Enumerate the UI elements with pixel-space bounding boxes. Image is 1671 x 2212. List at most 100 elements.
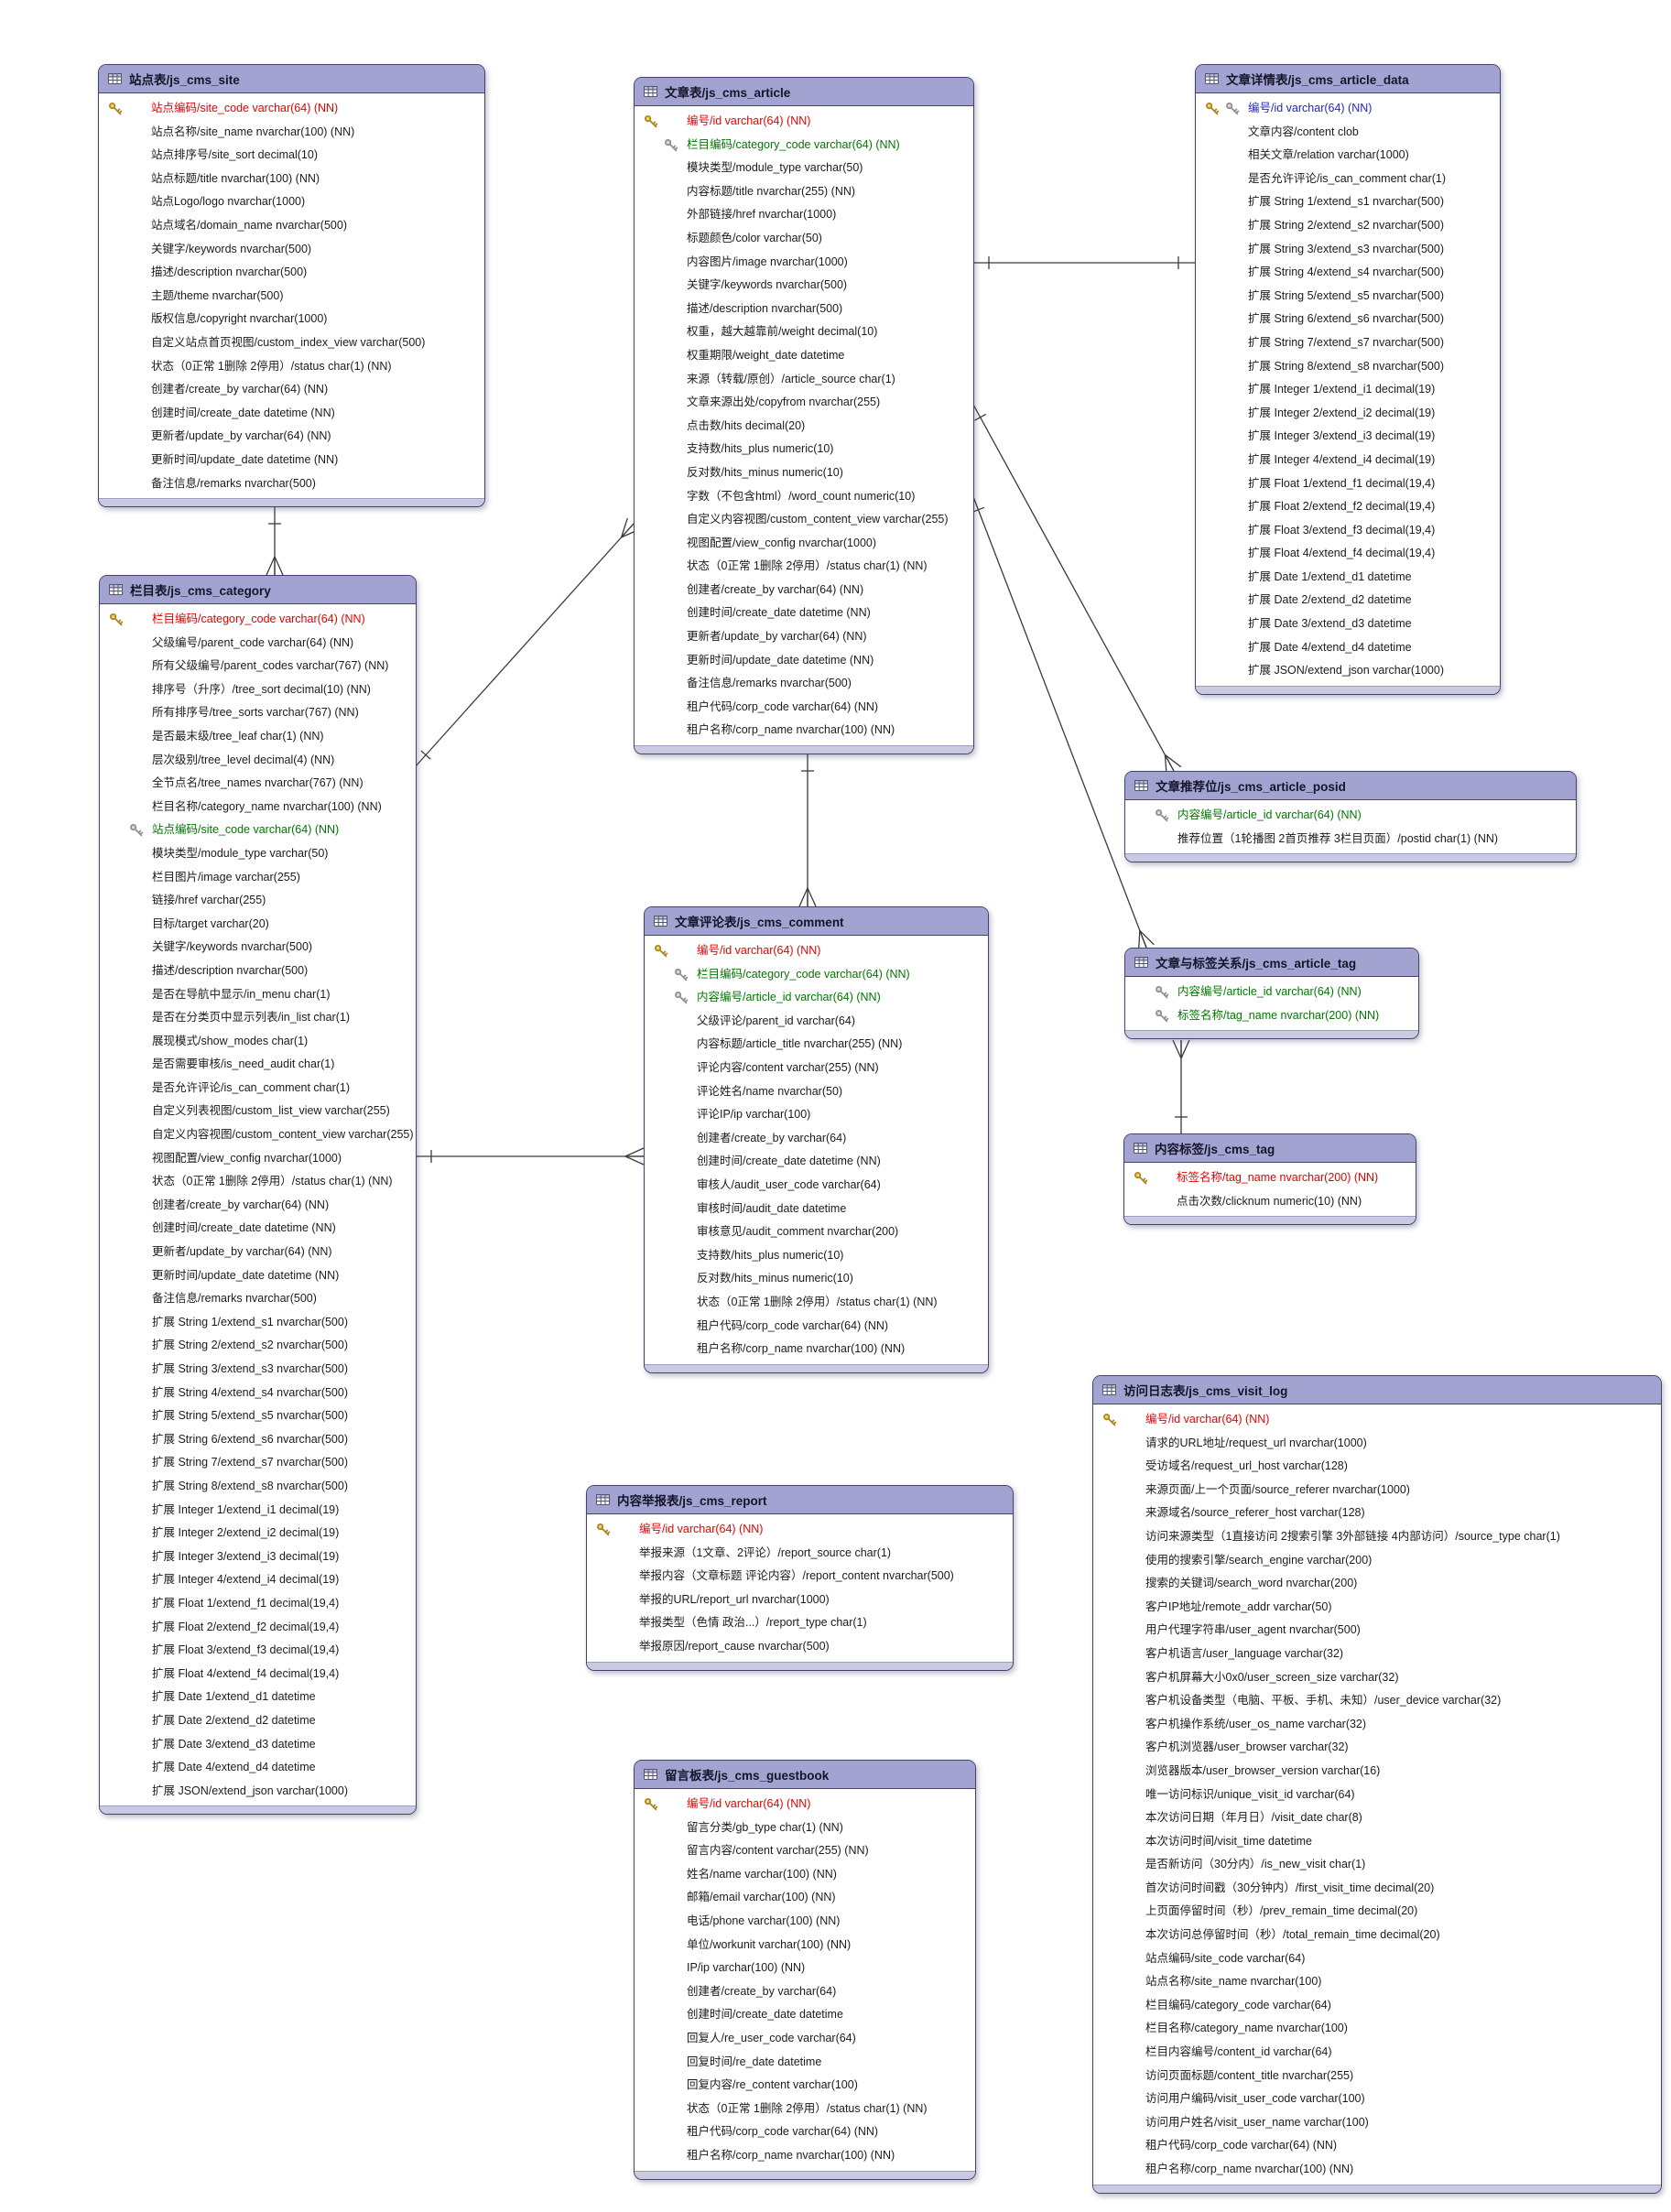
field-row-js_cms_visit_log-28: 访问页面标题/content_title nvarchar(255) — [1093, 2065, 1661, 2088]
field-label: 扩展 Float 1/extend_f1 decimal(19,4) — [1248, 476, 1436, 490]
field-label: 举报来源（1文章、2评论）/report_source char(1) — [639, 1545, 892, 1559]
entity-js_cms_report[interactable]: 内容举报表/js_cms_report 编号/id varchar(64) (NN… — [586, 1485, 1014, 1671]
field-label: 内容标题/article_title nvarchar(255) (NN) — [697, 1037, 903, 1051]
field-row-js_cms_article-2: 模块类型/module_type varchar(50) — [635, 157, 973, 180]
entity-footer — [99, 498, 484, 507]
entity-field-list: 编号/id varchar(64) (NN) 留言分类/gb_type char(… — [635, 1789, 975, 2171]
entity-title: 文章推荐位/js_cms_article_posid — [1156, 780, 1346, 794]
field-label: 创建者/create_by varchar(64) (NN) — [152, 1198, 330, 1211]
field-row-js_cms_article-19: 状态（0正常 1删除 2停用）/status char(1) (NN) — [635, 555, 973, 579]
field-row-js_cms_visit_log-8: 客户IP地址/remote_addr varchar(50) — [1093, 1596, 1661, 1620]
field-label: 扩展 Integer 1/extend_i1 decimal(19) — [152, 1502, 340, 1516]
field-label: 扩展 String 2/extend_s2 nvarchar(500) — [1248, 218, 1444, 232]
field-label: 本次访问日期（年月日）/visit_date char(8) — [1145, 1811, 1362, 1825]
field-row-js_cms_article-16: 字数（不包含html）/word_count numeric(10) — [635, 485, 973, 509]
entity-js_cms_article_data[interactable]: 文章详情表/js_cms_article_data 编号/id varchar(6… — [1195, 64, 1501, 695]
field-row-js_cms_comment-8: 创建者/create_by varchar(64) — [645, 1127, 988, 1151]
entity-header-js_cms_comment[interactable]: 文章评论表/js_cms_comment — [645, 907, 988, 936]
field-label: 租户代码/corp_code varchar(64) (NN) — [1145, 2139, 1338, 2152]
entity-header-js_cms_report[interactable]: 内容举报表/js_cms_report — [587, 1486, 1013, 1514]
field-label: 扩展 JSON/extend_json varchar(1000) — [1248, 664, 1444, 678]
field-label: 租户代码/corp_code varchar(64) (NN) — [687, 699, 879, 713]
field-row-js_cms_site-0: 站点编码/site_code varchar(64) (NN) — [99, 97, 484, 121]
field-row-js_cms_site-10: 自定义站点首页视图/custom_index_view varchar(500) — [99, 331, 484, 355]
entity-title: 文章表/js_cms_article — [665, 86, 791, 100]
field-label: 父级编号/parent_code varchar(64) (NN) — [152, 635, 354, 649]
field-row-js_cms_category-50: 扩展 JSON/extend_json varchar(1000) — [100, 1780, 416, 1804]
field-row-js_cms_visit_log-31: 租户代码/corp_code varchar(64) (NN) — [1093, 2134, 1661, 2158]
entity-header-js_cms_visit_log[interactable]: 访问日志表/js_cms_visit_log — [1093, 1376, 1661, 1404]
field-label: 关键字/keywords nvarchar(500) — [152, 940, 313, 954]
entity-field-list: 内容编号/article_id varchar(64) (NN) 推荐位置（1轮播… — [1125, 800, 1576, 853]
entity-header-js_cms_category[interactable]: 栏目表/js_cms_category — [100, 576, 416, 604]
entity-header-js_cms_article_posid[interactable]: 文章推荐位/js_cms_article_posid — [1125, 772, 1576, 800]
field-label: 更新者/update_by varchar(64) (NN) — [152, 1245, 332, 1259]
entity-title: 站点表/js_cms_site — [129, 73, 240, 87]
table-icon — [1134, 780, 1148, 791]
field-label: 租户名称/corp_name nvarchar(100) (NN) — [1145, 2163, 1354, 2175]
field-label: 客户机语言/user_language varchar(32) — [1145, 1646, 1344, 1660]
field-label: 客户IP地址/remote_addr varchar(50) — [1145, 1599, 1332, 1613]
field-label: 租户代码/corp_code varchar(64) (NN) — [697, 1318, 889, 1332]
field-row-js_cms_visit_log-16: 唯一访问标识/unique_visit_id varchar(64) — [1093, 1784, 1661, 1807]
field-label: 模块类型/module_type varchar(50) — [152, 846, 329, 860]
field-row-js_cms_guestbook-9: 创建时间/create_date datetime — [635, 2003, 975, 2027]
field-label: 扩展 String 1/extend_s1 nvarchar(500) — [1248, 195, 1444, 209]
field-label: 所有父级编号/parent_codes varchar(767) (NN) — [152, 659, 389, 673]
entity-js_cms_category[interactable]: 栏目表/js_cms_category 栏目编码/category_code va… — [99, 575, 417, 1816]
field-row-js_cms_category-13: 目标/target varchar(20) — [100, 913, 416, 937]
field-row-js_cms_visit_log-4: 来源域名/source_referer_host varchar(128) — [1093, 1502, 1661, 1525]
entity-js_cms_article_posid[interactable]: 文章推荐位/js_cms_article_posid 内容编号/article_i… — [1124, 771, 1577, 863]
entity-header-js_cms_site[interactable]: 站点表/js_cms_site — [99, 65, 484, 93]
field-row-js_cms_comment-17: 租户名称/corp_name nvarchar(100) (NN) — [645, 1338, 988, 1361]
field-label: 扩展 Date 3/extend_d3 datetime — [1248, 617, 1412, 631]
field-row-js_cms_article-11: 来源（转载/原创）/article_source char(1) — [635, 368, 973, 392]
field-row-js_cms_report-0: 编号/id varchar(64) (NN) — [587, 1518, 1013, 1542]
field-row-js_cms_visit_log-6: 使用的搜索引擎/search_engine varchar(200) — [1093, 1549, 1661, 1573]
entity-header-js_cms_article[interactable]: 文章表/js_cms_article — [635, 78, 973, 106]
field-label: 扩展 Integer 2/extend_i2 decimal(19) — [152, 1526, 340, 1540]
field-row-js_cms_visit_log-17: 本次访问日期（年月日）/visit_date char(8) — [1093, 1806, 1661, 1830]
field-label: 目标/target varchar(20) — [152, 916, 269, 930]
field-row-js_cms_category-10: 模块类型/module_type varchar(50) — [100, 842, 416, 866]
field-row-js_cms_visit_log-26: 栏目名称/category_name nvarchar(100) — [1093, 2017, 1661, 2041]
field-row-js_cms_article-6: 内容图片/image nvarchar(1000) — [635, 251, 973, 275]
field-label: 单位/workunit varchar(100) (NN) — [687, 1937, 852, 1951]
field-row-js_cms_visit_log-10: 客户机语言/user_language varchar(32) — [1093, 1643, 1661, 1666]
field-label: 扩展 Date 4/extend_d4 datetime — [1248, 640, 1412, 654]
field-row-js_cms_visit_log-27: 栏目内容编号/content_id varchar(64) — [1093, 2041, 1661, 2065]
field-label: 站点名称/site_name nvarchar(100) (NN) — [151, 125, 355, 138]
entity-js_cms_article[interactable]: 文章表/js_cms_article 编号/id varchar(64) (NN)… — [634, 77, 974, 755]
entity-header-js_cms_guestbook[interactable]: 留言板表/js_cms_guestbook — [635, 1761, 975, 1789]
entity-header-js_cms_tag[interactable]: 内容标签/js_cms_tag — [1124, 1134, 1416, 1163]
entity-js_cms_comment[interactable]: 文章评论表/js_cms_comment 编号/id varchar(64) (N… — [644, 906, 989, 1373]
primary-key-icon — [108, 102, 123, 116]
entity-js_cms_site[interactable]: 站点表/js_cms_site 站点编码/site_code varchar(64… — [98, 64, 485, 508]
field-row-js_cms_article-3: 内容标题/title nvarchar(255) (NN) — [635, 180, 973, 204]
entity-js_cms_article_tag[interactable]: 文章与标签关系/js_cms_article_tag 内容编号/article_i… — [1124, 948, 1419, 1040]
table-icon — [1134, 957, 1148, 968]
entity-js_cms_guestbook[interactable]: 留言板表/js_cms_guestbook 编号/id varchar(64) (… — [634, 1760, 976, 2180]
field-label: 内容标题/title nvarchar(255) (NN) — [687, 184, 856, 198]
field-row-js_cms_guestbook-15: 租户名称/corp_name nvarchar(100) (NN) — [635, 2144, 975, 2168]
entity-field-list: 站点编码/site_code varchar(64) (NN) 站点名称/site… — [99, 93, 484, 498]
field-label: 来源（转载/原创）/article_source char(1) — [687, 372, 895, 385]
entity-js_cms_tag[interactable]: 内容标签/js_cms_tag 标签名称/tag_name nvarchar(20… — [1123, 1133, 1416, 1226]
field-row-js_cms_visit_log-30: 访问用户姓名/visit_user_name varchar(100) — [1093, 2111, 1661, 2135]
field-label: 创建时间/create_date datetime (NN) — [151, 406, 335, 419]
field-label: 扩展 String 7/extend_s7 nvarchar(500) — [1248, 335, 1444, 349]
field-label: 反对数/hits_minus numeric(10) — [697, 1272, 853, 1285]
field-row-js_cms_category-4: 所有排序号/tree_sorts varchar(767) (NN) — [100, 701, 416, 725]
primary-key-icon — [109, 613, 124, 627]
field-label: 扩展 Float 1/extend_f1 decimal(19,4) — [152, 1596, 340, 1610]
field-label: 留言内容/content varchar(255) (NN) — [687, 1844, 869, 1858]
entity-header-js_cms_article_tag[interactable]: 文章与标签关系/js_cms_article_tag — [1125, 949, 1418, 977]
field-row-js_cms_report-2: 举报内容（文章标题 评论内容）/report_content nvarchar(… — [587, 1565, 1013, 1589]
field-label: IP/ip varchar(100) (NN) — [687, 1961, 806, 1975]
entity-header-js_cms_article_data[interactable]: 文章详情表/js_cms_article_data — [1196, 65, 1500, 93]
field-row-js_cms_comment-9: 创建时间/create_date datetime (NN) — [645, 1150, 988, 1174]
field-label: 扩展 Date 1/extend_d1 datetime — [152, 1690, 316, 1704]
entity-js_cms_visit_log[interactable]: 访问日志表/js_cms_visit_log 编号/id varchar(64) … — [1092, 1375, 1662, 2194]
field-label: 备注信息/remarks nvarchar(500) — [152, 1292, 317, 1306]
field-row-js_cms_comment-14: 反对数/hits_minus numeric(10) — [645, 1267, 988, 1291]
